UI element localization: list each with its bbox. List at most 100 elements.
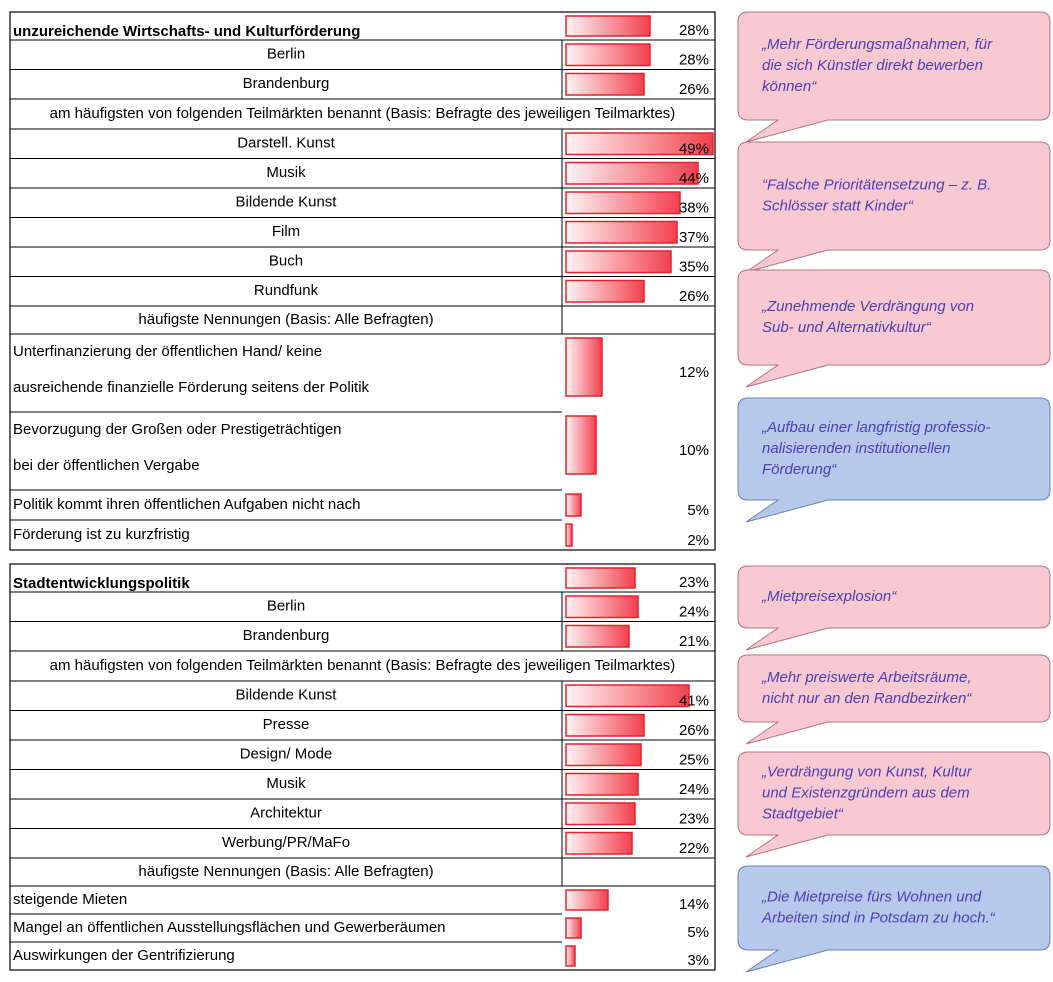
value-label: 2% bbox=[687, 532, 709, 549]
bar bbox=[565, 72, 645, 96]
bar bbox=[565, 15, 651, 37]
row-label: Architektur bbox=[250, 805, 322, 822]
bar bbox=[565, 161, 699, 185]
row-label: Buch bbox=[269, 253, 303, 270]
bar bbox=[565, 279, 645, 303]
quote-bubble bbox=[737, 11, 1051, 143]
row-label: Werbung/PR/MaFo bbox=[222, 834, 350, 851]
bar bbox=[565, 743, 642, 767]
bar bbox=[565, 191, 681, 215]
quote-bubble bbox=[737, 865, 1051, 973]
row-label: Berlin bbox=[267, 46, 305, 63]
value-label: 5% bbox=[687, 502, 709, 519]
value-label: 38% bbox=[679, 199, 709, 216]
bar bbox=[565, 772, 639, 796]
mention-label: Politik kommt ihren öffentlichen Aufgabe… bbox=[13, 496, 360, 513]
bar bbox=[565, 945, 576, 967]
quote-text: nalisierenden institutionellen bbox=[762, 440, 950, 457]
value-label: 26% bbox=[679, 722, 709, 739]
bar bbox=[565, 415, 597, 475]
quote-text: „Mehr preiswerte Arbeitsräume, bbox=[761, 669, 972, 686]
bar bbox=[565, 220, 678, 244]
value-label: 25% bbox=[679, 751, 709, 768]
mention-label: Unterfinanzierung der öffentlichen Hand/… bbox=[13, 343, 322, 360]
mention-label: bei der öffentlichen Vergabe bbox=[13, 457, 200, 474]
row-label: Musik bbox=[266, 164, 306, 181]
quote-text: “Falsche Prioritätensetzung – z. B. bbox=[762, 176, 991, 193]
mention-label: Auswirkungen der Gentrifizierung bbox=[13, 947, 235, 964]
quote-text: „Zunehmende Verdrängung von bbox=[761, 298, 974, 315]
quote-text: Sub- und Alternativkultur“ bbox=[762, 319, 932, 336]
value-label: 23% bbox=[679, 574, 709, 591]
quote-text: nicht nur an den Randbezirken“ bbox=[762, 690, 972, 707]
row-label: Bildende Kunst bbox=[236, 194, 338, 211]
value-label: 10% bbox=[679, 442, 709, 459]
subheader: häufigste Nennungen (Basis: Alle Befragt… bbox=[138, 863, 433, 880]
value-label: 22% bbox=[679, 840, 709, 857]
bar bbox=[565, 493, 582, 517]
mention-label: Förderung ist zu kurzfristig bbox=[13, 526, 190, 543]
bar bbox=[565, 624, 630, 648]
quote-bubble bbox=[737, 565, 1051, 651]
bar bbox=[565, 684, 690, 708]
bar bbox=[565, 132, 714, 156]
quote-text: Stadtgebiet“ bbox=[762, 805, 844, 822]
row-label: Bildende Kunst bbox=[236, 687, 338, 704]
bar bbox=[565, 43, 651, 67]
section-title: unzureichende Wirtschafts- und Kulturför… bbox=[13, 23, 360, 40]
bar bbox=[565, 595, 639, 619]
bar bbox=[565, 917, 582, 939]
bar bbox=[565, 831, 633, 855]
table-border bbox=[9, 11, 716, 551]
quote-text: können“ bbox=[762, 78, 817, 95]
row-label: Berlin bbox=[267, 598, 305, 615]
quote-text: Förderung“ bbox=[762, 461, 837, 478]
value-label: 28% bbox=[679, 51, 709, 68]
quote-text: „Mietpreisexplosion“ bbox=[761, 588, 897, 605]
quote-text: „Verdrängung von Kunst, Kultur bbox=[761, 763, 973, 780]
quote-text: Schlösser statt Kinder“ bbox=[762, 197, 914, 214]
bar bbox=[565, 337, 603, 397]
quote-text: „Die Mietpreise fürs Wohnen und bbox=[761, 888, 982, 905]
value-label: 12% bbox=[679, 364, 709, 381]
quote-bubble bbox=[737, 751, 1051, 858]
bar bbox=[565, 713, 645, 737]
table-border bbox=[9, 563, 716, 971]
value-label: 49% bbox=[679, 140, 709, 157]
section-title: Stadtentwicklungspolitik bbox=[13, 575, 190, 592]
value-label: 21% bbox=[679, 633, 709, 650]
row-label: Brandenburg bbox=[243, 75, 330, 92]
value-label: 26% bbox=[679, 81, 709, 98]
mention-label: Bevorzugung der Großen oder Prestigeträc… bbox=[13, 421, 342, 438]
quote-text: „Aufbau einer langfristig professio- bbox=[761, 419, 990, 436]
subheader: am häufigsten von folgenden Teilmärkten … bbox=[50, 105, 676, 122]
value-label: 35% bbox=[679, 258, 709, 275]
mention-label: steigende Mieten bbox=[13, 891, 127, 908]
quote-text: Arbeiten sind in Potsdam zu hoch.“ bbox=[761, 909, 996, 926]
bar bbox=[565, 802, 636, 826]
row-label: Presse bbox=[263, 716, 310, 733]
quote-text: und Existenzgründern aus dem bbox=[762, 784, 970, 801]
subheader: häufigste Nennungen (Basis: Alle Befragt… bbox=[138, 311, 433, 328]
row-label: Film bbox=[272, 223, 300, 240]
row-label: Design/ Mode bbox=[240, 746, 333, 763]
bar bbox=[565, 250, 672, 274]
value-label: 5% bbox=[687, 924, 709, 941]
value-label: 28% bbox=[679, 22, 709, 39]
row-label: Rundfunk bbox=[254, 282, 319, 299]
bar bbox=[565, 889, 609, 911]
quote-bubble bbox=[737, 141, 1051, 273]
value-label: 44% bbox=[679, 170, 709, 187]
value-label: 41% bbox=[679, 692, 709, 709]
mention-label: Mangel an öffentlichen Ausstellungsfläch… bbox=[13, 919, 446, 936]
mention-label: ausreichende finanzielle Förderung seite… bbox=[13, 379, 370, 396]
quote-text: die sich Künstler direkt bewerben bbox=[762, 57, 983, 74]
row-label: Musik bbox=[266, 775, 306, 792]
row-label: Darstell. Kunst bbox=[237, 135, 335, 152]
bar bbox=[565, 523, 573, 547]
value-label: 3% bbox=[687, 952, 709, 969]
row-label: Brandenburg bbox=[243, 627, 330, 644]
value-label: 37% bbox=[679, 229, 709, 246]
value-label: 24% bbox=[679, 603, 709, 620]
